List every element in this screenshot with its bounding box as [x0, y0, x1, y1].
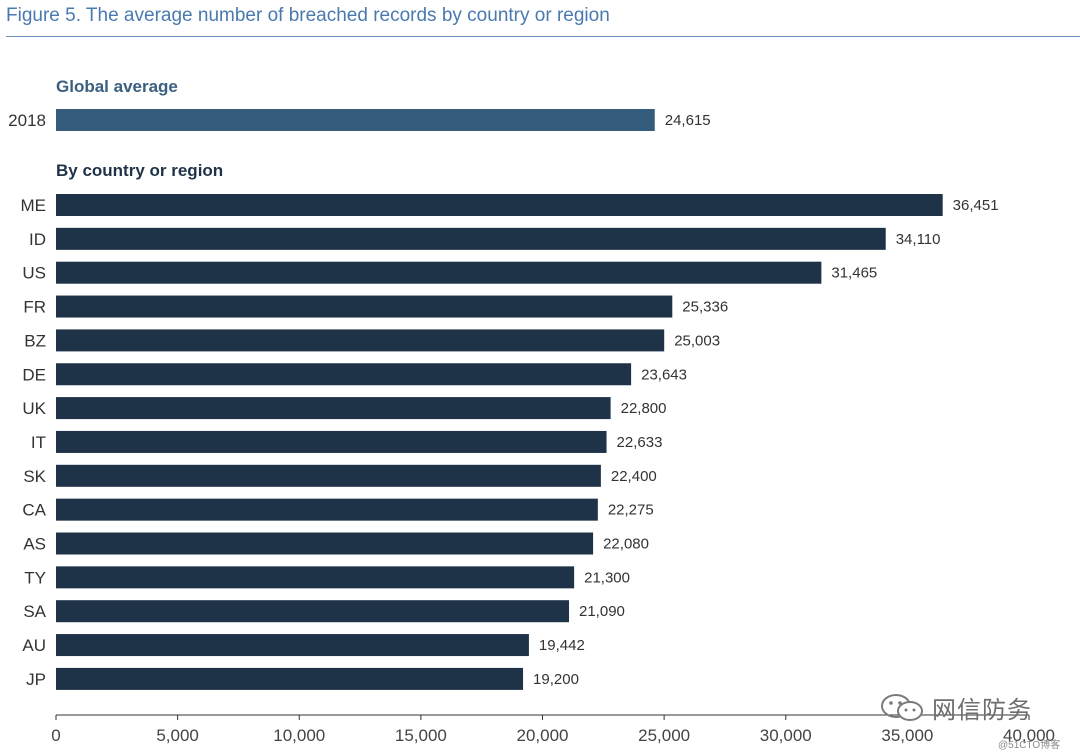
x-tick-label: 5,000 — [156, 726, 199, 745]
category-label: FR — [23, 298, 46, 317]
data-label: 22,400 — [611, 468, 657, 485]
data-label: 21,300 — [584, 569, 630, 586]
category-label: AU — [22, 636, 46, 655]
data-label: 21,090 — [579, 603, 625, 620]
data-label: 19,200 — [533, 671, 579, 688]
category-label: ME — [21, 196, 47, 215]
bar — [56, 261, 822, 284]
bar — [56, 397, 611, 420]
x-tick-label: 35,000 — [881, 726, 933, 745]
watermark-source: @51CTO博客 — [998, 740, 1061, 751]
data-label: 22,800 — [621, 400, 667, 417]
category-label: US — [22, 264, 46, 283]
title-divider — [6, 36, 1080, 37]
data-label: 22,633 — [617, 434, 663, 451]
category-label: 2018 — [8, 111, 46, 130]
data-label: 31,465 — [831, 265, 877, 282]
x-tick-label: 30,000 — [760, 726, 812, 745]
x-tick-label: 0 — [51, 726, 60, 745]
bar — [56, 329, 665, 352]
category-label: BZ — [24, 331, 46, 350]
data-label: 25,003 — [674, 332, 720, 349]
bar — [56, 109, 655, 131]
bar — [56, 634, 529, 657]
category-label: UK — [22, 399, 46, 418]
bar — [56, 464, 601, 487]
data-label: 22,275 — [608, 502, 654, 519]
x-tick-label: 20,000 — [517, 726, 569, 745]
bar — [56, 363, 632, 386]
data-label: 19,442 — [539, 637, 585, 654]
figure-title: Figure 5. The average number of breached… — [6, 5, 610, 26]
category-label: IT — [31, 433, 46, 452]
x-tick-label: 40,000 — [1003, 726, 1055, 745]
watermark: 网信防务 — [880, 690, 1032, 725]
bar — [56, 227, 886, 250]
category-label: SA — [23, 602, 46, 621]
data-label: 36,451 — [953, 197, 999, 214]
category-label: AS — [23, 535, 46, 554]
x-tick-label: 25,000 — [638, 726, 690, 745]
data-label: 22,080 — [603, 536, 649, 553]
section-heading: Global average — [56, 77, 178, 96]
bar — [56, 498, 598, 521]
category-label: DE — [22, 365, 46, 384]
x-tick-label: 15,000 — [395, 726, 447, 745]
category-label: ID — [29, 230, 46, 249]
bar — [56, 430, 607, 453]
bar — [56, 194, 943, 216]
wechat-icon — [880, 692, 926, 724]
section-heading: By country or region — [56, 161, 223, 180]
x-tick-label: 10,000 — [273, 726, 325, 745]
category-label: CA — [22, 501, 46, 520]
bar — [56, 532, 594, 555]
bar — [56, 295, 673, 318]
data-label: 23,643 — [641, 366, 687, 383]
data-label: 25,336 — [682, 299, 728, 316]
bar — [56, 667, 524, 690]
data-label: 34,110 — [896, 231, 941, 248]
bar — [56, 566, 575, 589]
bar — [56, 600, 570, 623]
watermark-text: 网信防务 — [932, 696, 1032, 724]
category-label: TY — [24, 568, 46, 587]
category-label: SK — [23, 467, 46, 486]
category-label: JP — [26, 670, 46, 689]
data-label: 24,615 — [665, 112, 711, 129]
